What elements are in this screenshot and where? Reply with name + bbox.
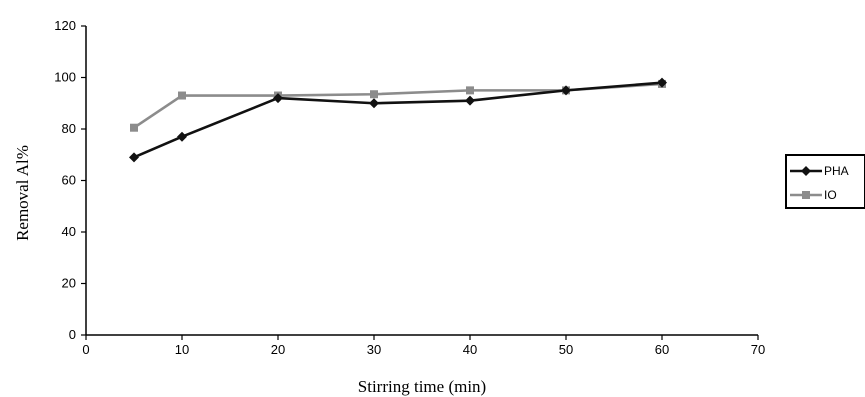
data-point-pha xyxy=(657,77,667,88)
data-point-io xyxy=(178,91,186,100)
data-point-pha xyxy=(273,93,283,104)
y-tick-label: 0 xyxy=(69,327,76,342)
series-markers xyxy=(129,77,667,163)
y-tick-label: 100 xyxy=(54,70,76,85)
data-point-pha xyxy=(369,98,379,109)
legend-items: PHA IO xyxy=(790,164,849,202)
x-tick-label: 10 xyxy=(175,342,189,357)
legend-box xyxy=(785,154,865,209)
x-tick-label: 20 xyxy=(271,342,285,357)
x-tick-label: 60 xyxy=(655,342,669,357)
plot-area: 0 10 20 30 40 50 60 70 0 20 40 60 80 100 120 xyxy=(54,18,765,357)
y-tick-label: 20 xyxy=(62,276,76,291)
x-ticks: 0 10 20 30 40 50 60 70 xyxy=(82,335,765,357)
legend: PHA IO xyxy=(785,154,865,209)
series-lines xyxy=(133,81,663,159)
data-point-io xyxy=(370,90,378,99)
series-line-io xyxy=(133,82,663,129)
data-point-io xyxy=(466,86,474,95)
y-tick-label: 60 xyxy=(62,173,76,188)
data-point-pha xyxy=(465,95,475,106)
data-point-pha xyxy=(177,131,187,142)
y-tick-label: 40 xyxy=(62,224,76,239)
legend-marker-io xyxy=(802,191,810,199)
y-ticks: 0 20 40 60 80 100 120 xyxy=(54,18,86,342)
data-point-pha xyxy=(561,85,571,96)
x-tick-label: 70 xyxy=(751,342,765,357)
y-tick-label: 80 xyxy=(62,121,76,136)
y-tick-label: 120 xyxy=(54,18,76,33)
x-tick-label: 40 xyxy=(463,342,477,357)
y-axis-title: Removal Al% xyxy=(13,145,32,241)
legend-label-io: IO xyxy=(824,188,837,202)
x-axis-title: Stirring time (min) xyxy=(358,377,486,396)
data-point-io xyxy=(130,123,138,132)
legend-marker-pha xyxy=(801,166,811,176)
legend-label-pha: PHA xyxy=(824,164,849,178)
x-tick-label: 0 xyxy=(82,342,89,357)
x-tick-label: 50 xyxy=(559,342,573,357)
data-point-pha xyxy=(129,152,139,163)
x-tick-label: 30 xyxy=(367,342,381,357)
